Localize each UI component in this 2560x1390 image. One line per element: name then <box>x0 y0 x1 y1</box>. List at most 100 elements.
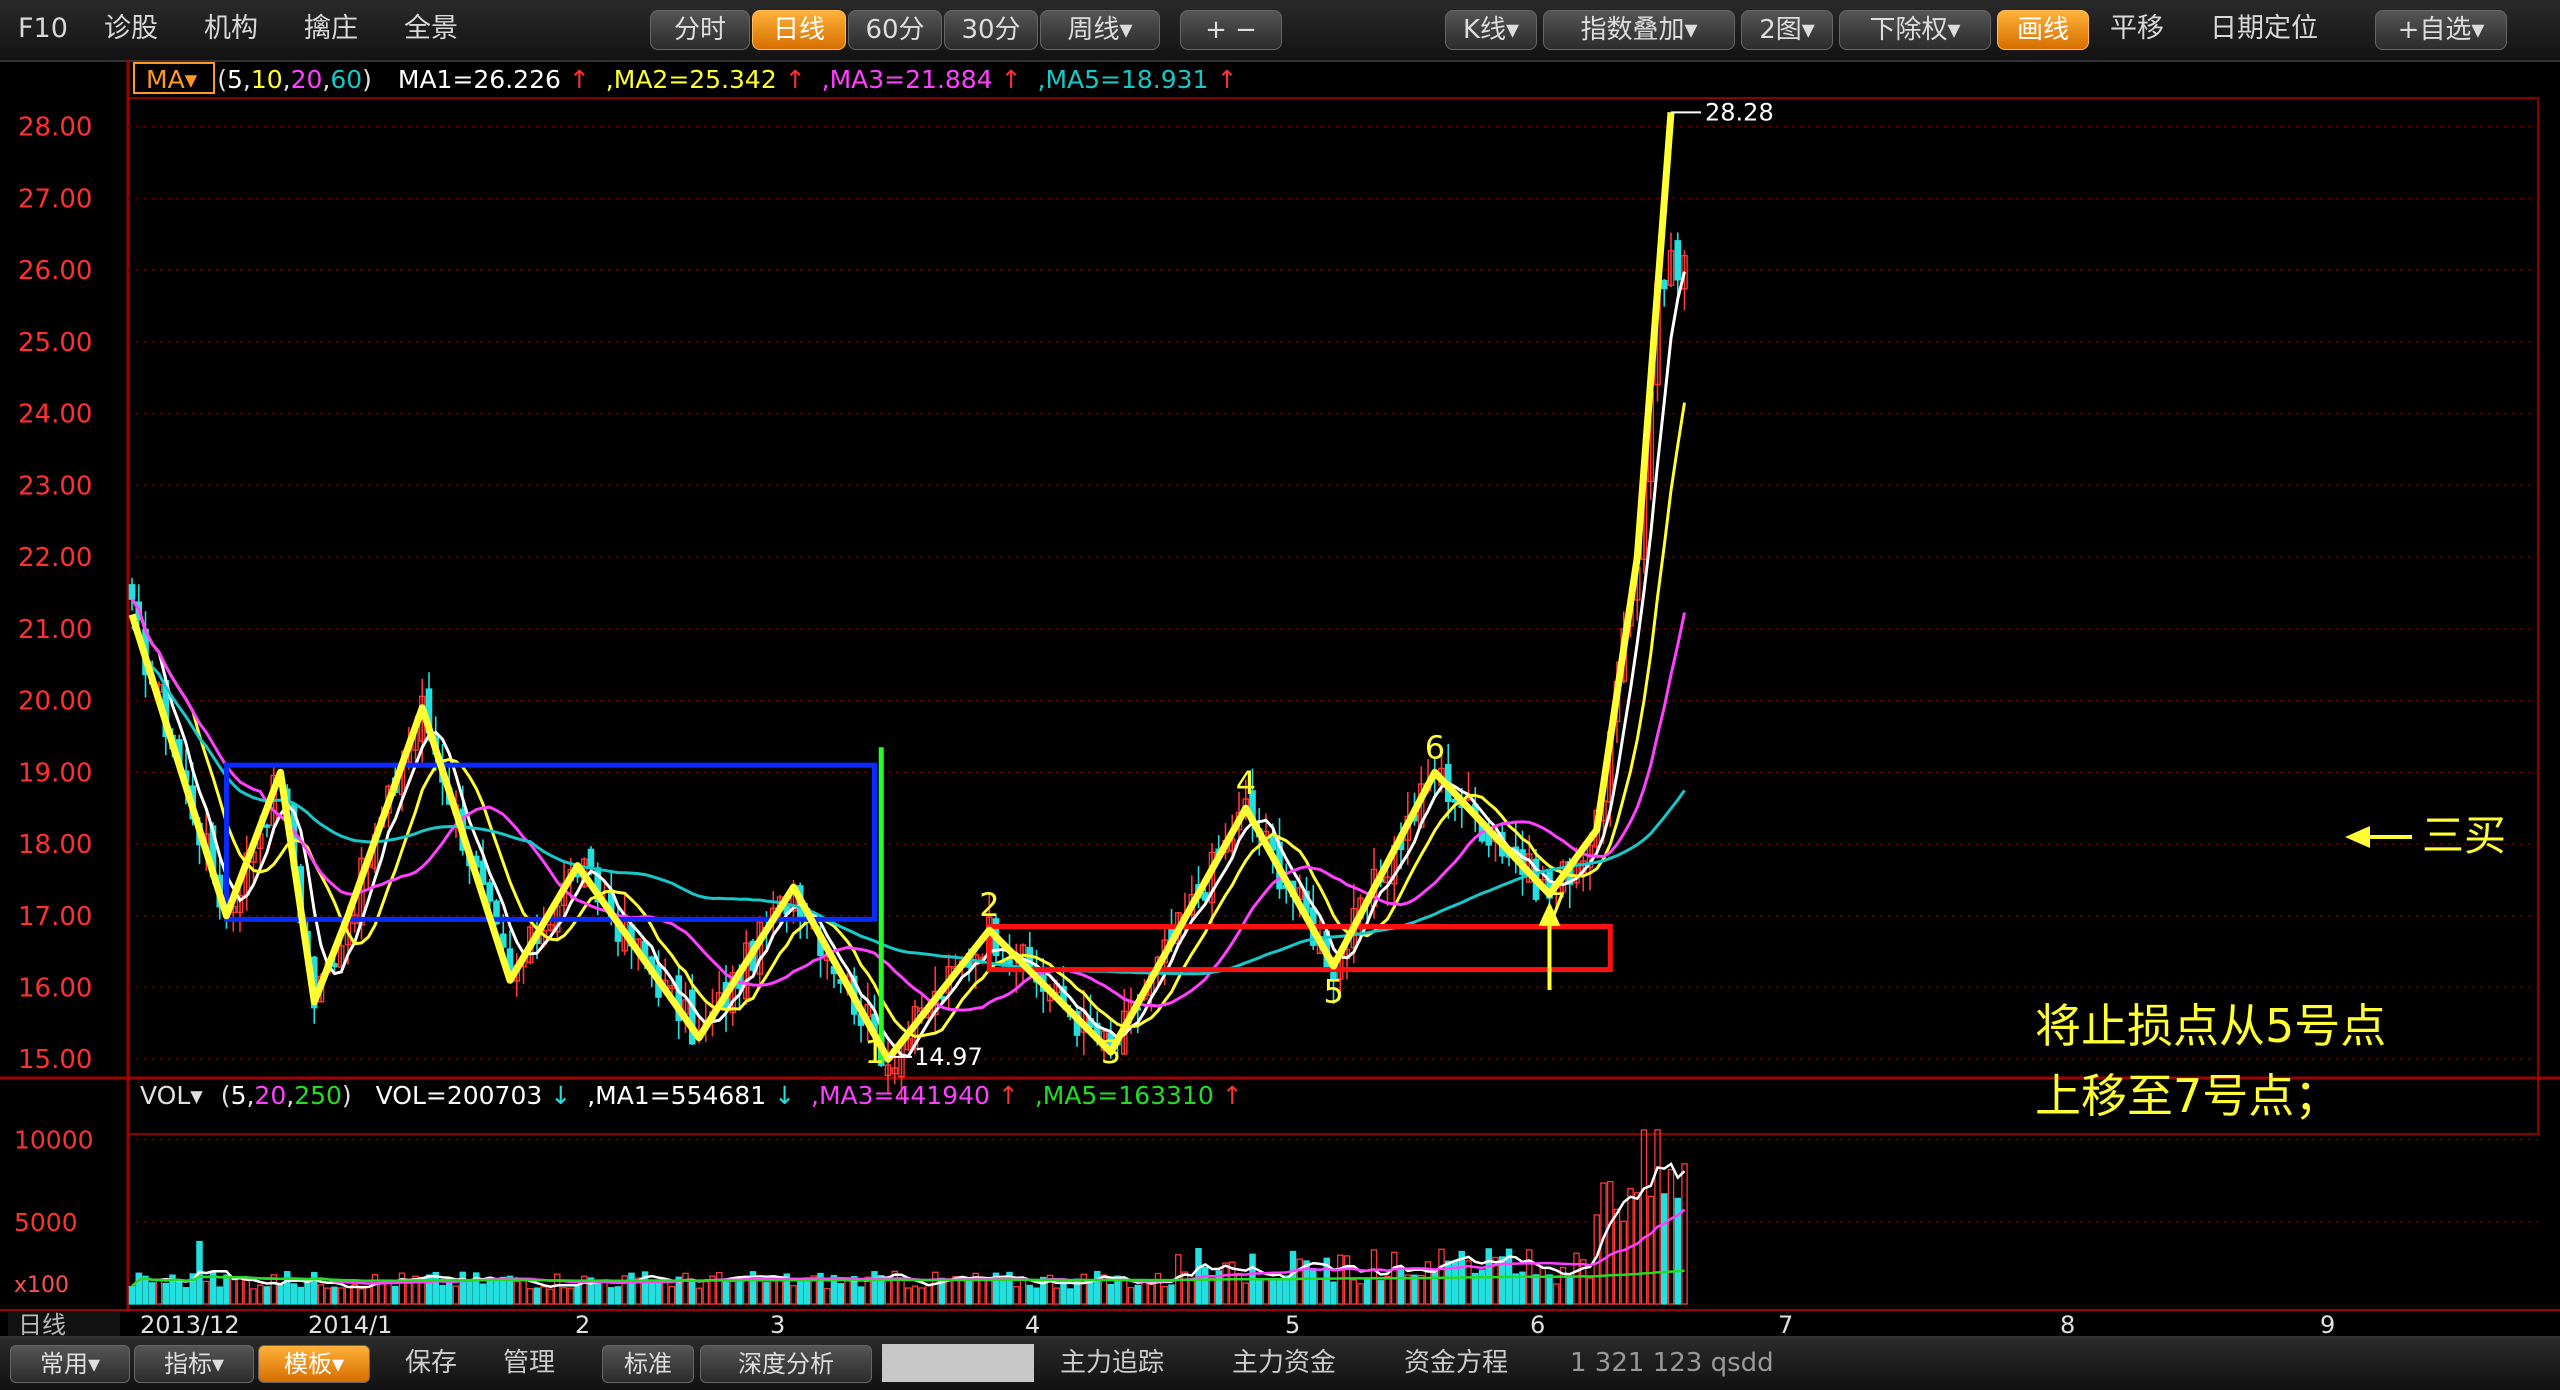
volume-bar[interactable] <box>1256 1279 1263 1305</box>
candle-body[interactable] <box>675 975 683 1021</box>
volume-bar[interactable] <box>1566 1275 1574 1305</box>
stock-chart[interactable]: 28.00 27.00 26.00 25.00 24.00 23.00 22.00 21.00… <box>0 60 2560 1336</box>
volume-bar[interactable] <box>675 1276 683 1305</box>
volume-bar[interactable] <box>452 1285 460 1305</box>
volume-bar[interactable] <box>1512 1273 1520 1305</box>
diagnose-button[interactable]: 诊股 <box>104 13 158 44</box>
panorama-button[interactable]: 全景 <box>404 13 458 44</box>
volume-bar[interactable] <box>1100 1274 1108 1305</box>
volume-bar[interactable] <box>797 1281 804 1305</box>
volume-bar[interactable] <box>439 1284 446 1305</box>
volume-bar[interactable] <box>324 1287 331 1305</box>
volume-bar[interactable] <box>864 1276 872 1305</box>
volume-bar[interactable] <box>128 1285 136 1305</box>
volume-bar[interactable] <box>1114 1275 1121 1305</box>
candle-body[interactable] <box>547 923 554 931</box>
volume-bar[interactable] <box>1134 1284 1142 1305</box>
volume-bar[interactable] <box>243 1278 250 1305</box>
volume-bar[interactable] <box>824 1287 831 1305</box>
institution-button[interactable]: 机构 <box>204 13 258 44</box>
volume-bar[interactable] <box>1310 1268 1317 1305</box>
volume-bar[interactable] <box>1242 1282 1250 1305</box>
volume-bar[interactable] <box>655 1282 662 1305</box>
draw-line-button[interactable]: 画线 <box>1997 10 2089 50</box>
candle-body[interactable] <box>1674 240 1682 281</box>
volume-bar[interactable] <box>1148 1283 1155 1305</box>
volume-bar[interactable] <box>1033 1287 1040 1305</box>
volume-bar[interactable] <box>459 1271 466 1305</box>
candle-body[interactable] <box>337 945 345 968</box>
volume-bar[interactable] <box>1202 1266 1209 1305</box>
volume-bar[interactable] <box>189 1273 196 1305</box>
volume-bar[interactable] <box>1620 1220 1628 1305</box>
volume-bar[interactable] <box>270 1274 277 1305</box>
volume-bar[interactable] <box>1539 1267 1547 1305</box>
volume-bar[interactable] <box>1067 1288 1074 1305</box>
volume-bar[interactable] <box>1208 1277 1216 1305</box>
volume-bar[interactable] <box>1019 1277 1027 1305</box>
volume-bar[interactable] <box>1127 1287 1135 1305</box>
volume-bar[interactable] <box>1499 1256 1506 1305</box>
f10-button[interactable]: F10 <box>18 13 68 44</box>
volume-bar[interactable] <box>837 1283 845 1305</box>
volume-bar[interactable] <box>1283 1275 1290 1305</box>
volume-bar[interactable] <box>587 1277 595 1305</box>
volume-bar[interactable] <box>709 1275 716 1305</box>
volume-bar[interactable] <box>1181 1271 1189 1305</box>
volume-bar[interactable] <box>1431 1269 1439 1305</box>
volume-bar[interactable] <box>223 1274 230 1305</box>
volume-bar[interactable] <box>1384 1275 1391 1305</box>
volume-bar[interactable] <box>1492 1256 1499 1305</box>
volume-bar[interactable] <box>182 1287 190 1305</box>
volume-bar[interactable] <box>560 1287 568 1305</box>
vol-tag[interactable]: VOL <box>140 1081 190 1110</box>
volume-bar[interactable] <box>743 1275 750 1305</box>
volume-bar[interactable] <box>1087 1281 1094 1305</box>
volume-bar[interactable] <box>1654 1129 1661 1305</box>
indicator-dropdown[interactable]: 指标▾ <box>134 1345 254 1383</box>
volume-bar[interactable] <box>486 1276 493 1305</box>
volume-bar[interactable] <box>621 1275 629 1305</box>
volume-bar[interactable] <box>1397 1269 1405 1305</box>
volume-bar[interactable] <box>1404 1274 1412 1305</box>
volume-bar[interactable] <box>527 1288 534 1305</box>
volume-bar[interactable] <box>682 1272 689 1305</box>
volume-bar[interactable] <box>749 1271 757 1305</box>
volume-bar[interactable] <box>236 1276 244 1305</box>
volume-bar[interactable] <box>1580 1259 1587 1305</box>
save-button[interactable]: 保存 <box>405 1348 458 1378</box>
volume-bar[interactable] <box>466 1280 473 1305</box>
volume-bar[interactable] <box>1040 1276 1047 1305</box>
main-force-funds-button[interactable]: 主力资金 <box>1232 1348 1337 1378</box>
volume-bar[interactable] <box>790 1284 797 1305</box>
volume-bar[interactable] <box>547 1288 554 1305</box>
template-dropdown[interactable]: 模板▾ <box>258 1345 370 1383</box>
volume-bar[interactable] <box>857 1286 865 1305</box>
volume-bar[interactable] <box>1472 1272 1479 1305</box>
volume-bar[interactable] <box>905 1287 912 1305</box>
volume-bar[interactable] <box>1046 1274 1054 1305</box>
date-locate-button[interactable]: 日期定位 <box>2210 13 2318 44</box>
volume-bar[interactable] <box>1532 1274 1540 1305</box>
volume-bar[interactable] <box>331 1286 338 1305</box>
volume-bar[interactable] <box>702 1281 710 1305</box>
volume-bar[interactable] <box>1681 1163 1688 1305</box>
volume-bar[interactable] <box>148 1282 156 1305</box>
volume-bar[interactable] <box>472 1272 480 1305</box>
kline-dropdown[interactable]: K线▾ <box>1445 10 1537 50</box>
volume-bar[interactable] <box>1667 1169 1675 1305</box>
volume-bar[interactable] <box>1296 1258 1304 1305</box>
volume-bar[interactable] <box>344 1286 352 1305</box>
volume-bar[interactable] <box>581 1275 588 1305</box>
volume-bar[interactable] <box>1634 1192 1641 1305</box>
volume-bar[interactable] <box>135 1272 142 1305</box>
volume-bar[interactable] <box>918 1287 926 1305</box>
volume-bar[interactable] <box>1445 1260 1452 1305</box>
volume-bar[interactable] <box>1573 1252 1580 1305</box>
pan-button[interactable]: 平移 <box>2110 13 2164 44</box>
volume-bar[interactable] <box>554 1273 561 1305</box>
ex-rights-dropdown[interactable]: 下除权▾ <box>1839 10 1991 50</box>
candle-body[interactable] <box>688 989 696 1045</box>
candle-body[interactable] <box>1667 250 1675 286</box>
volume-bar[interactable] <box>1559 1266 1567 1305</box>
